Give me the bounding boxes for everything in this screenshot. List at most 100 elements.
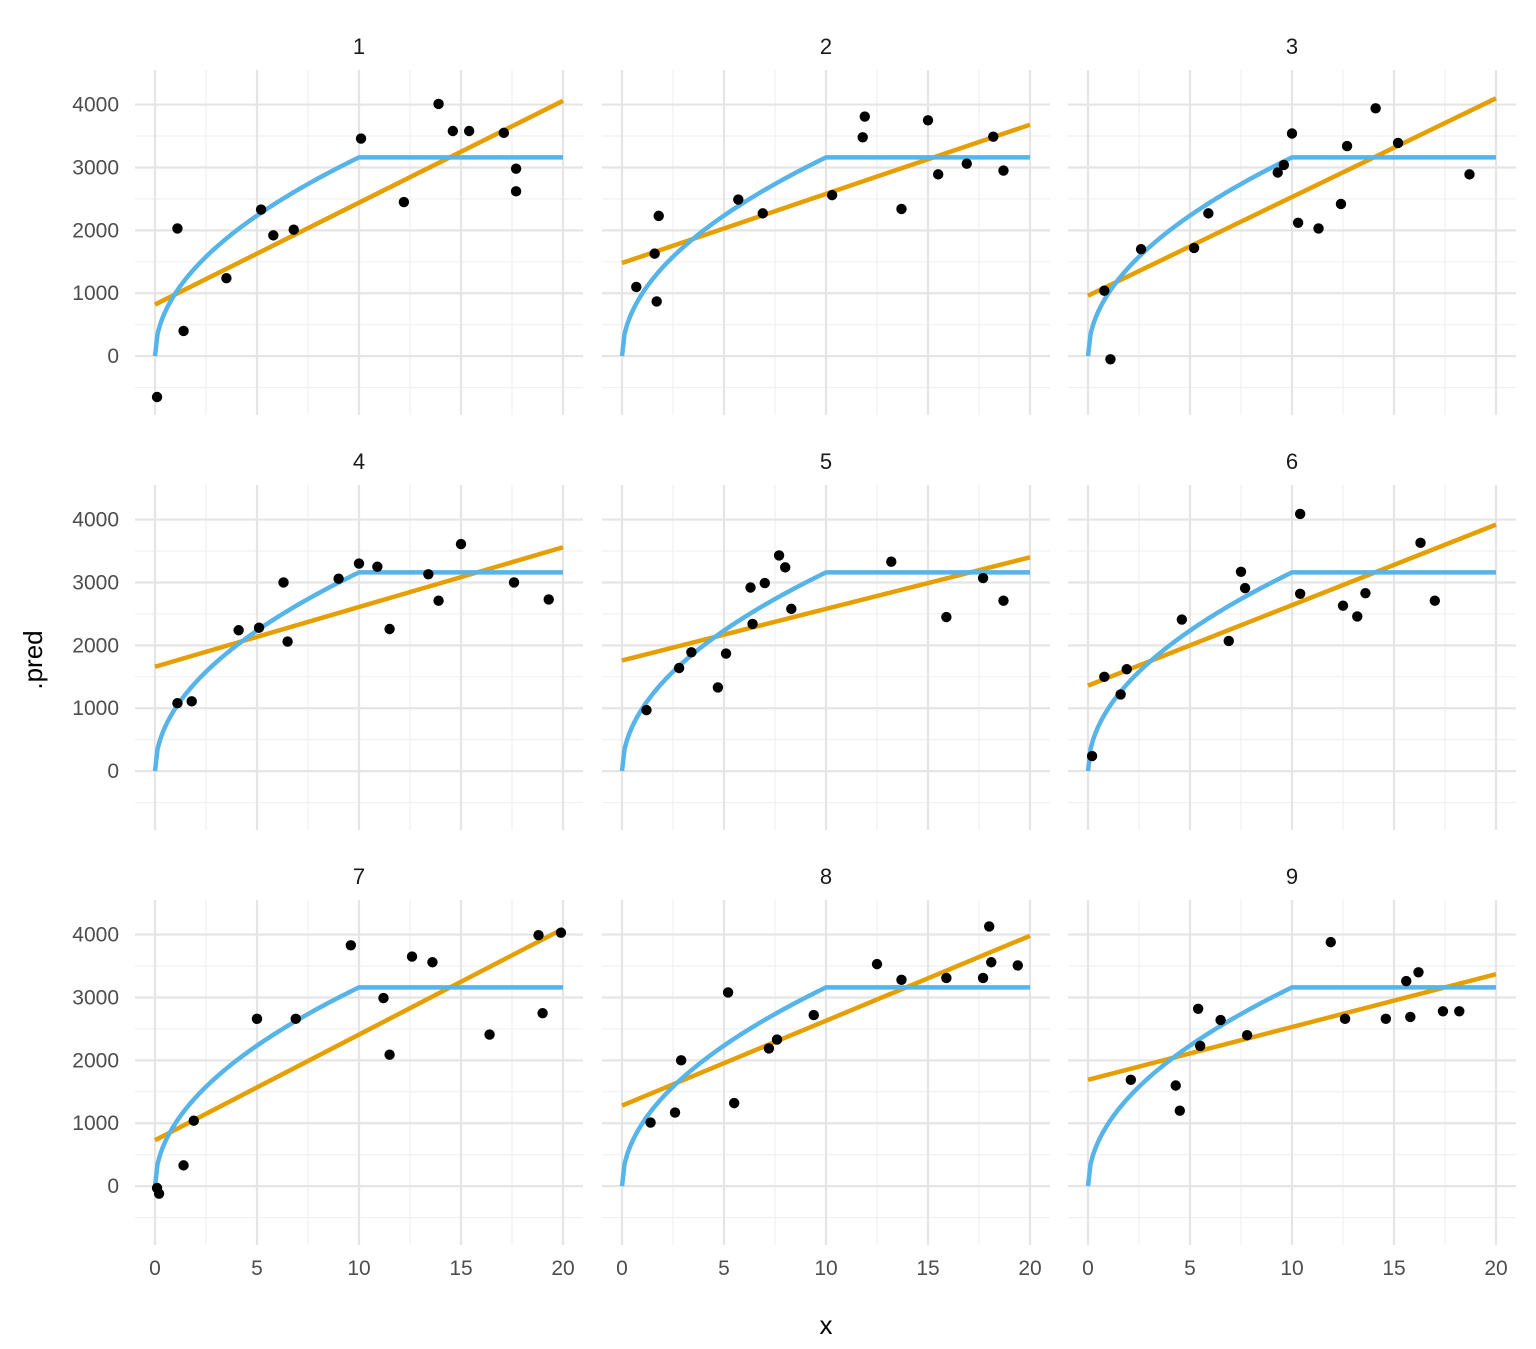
curve-fit-line	[619, 155, 1030, 357]
major-gridlines	[602, 900, 1050, 1245]
data-point	[1278, 159, 1290, 171]
data-point	[747, 618, 758, 630]
data-point	[406, 951, 418, 962]
data-point	[1012, 960, 1023, 971]
curve-fit-line	[152, 155, 563, 357]
data-point	[653, 210, 664, 222]
y-tick-label: 3000	[72, 156, 119, 179]
data-point	[1454, 1006, 1465, 1017]
x-tick-label: 15	[916, 1257, 939, 1280]
y-tick-label: 2000	[72, 1049, 119, 1072]
curve-fit-line	[1085, 985, 1496, 1187]
y-axis-title: .pred	[18, 630, 48, 689]
y-tick-label: 1000	[72, 697, 119, 720]
major-gridlines	[602, 485, 1050, 830]
data-point	[675, 1055, 687, 1066]
x-tick-label: 10	[1280, 1257, 1303, 1280]
data-point	[353, 558, 365, 569]
curve-fit-line	[1085, 155, 1496, 357]
data-point	[1176, 614, 1188, 625]
panel-9: 9 0 5 10 15 20	[1068, 864, 1516, 1280]
data-point	[268, 230, 279, 241]
data-point	[786, 603, 797, 615]
data-point	[941, 611, 952, 623]
data-point	[355, 133, 367, 144]
panel-8: 8 0 5 10 15 20	[602, 864, 1050, 1280]
data-point	[398, 196, 410, 208]
y-tick-label: 4000	[72, 924, 119, 947]
y-tick-label: 3000	[72, 986, 119, 1009]
x-tick-label: 10	[347, 1257, 370, 1280]
linear-fit-line	[153, 926, 565, 1143]
data-point	[1239, 582, 1251, 594]
data-point	[288, 224, 299, 235]
y-tick-label: 0	[107, 760, 119, 783]
curve-fit-line	[619, 985, 1030, 1187]
x-tick-label: 15	[1382, 1257, 1405, 1280]
data-point	[941, 972, 952, 984]
x-tick-label: 5	[251, 1257, 263, 1280]
data-point	[998, 165, 1009, 176]
data-point	[178, 325, 189, 337]
data-points	[645, 921, 1023, 1128]
data-point	[1170, 1080, 1181, 1091]
data-point	[498, 127, 510, 139]
data-point	[763, 1043, 775, 1054]
panel-title: 1	[353, 34, 365, 59]
data-point	[463, 125, 475, 137]
data-point	[333, 573, 344, 584]
x-tick-label: 10	[814, 1257, 837, 1280]
y-tick-label: 0	[107, 1175, 119, 1198]
data-point	[153, 1188, 165, 1199]
data-point	[1086, 750, 1098, 762]
data-point	[1135, 244, 1147, 255]
data-point	[720, 648, 732, 659]
data-point	[933, 169, 944, 180]
data-point	[1401, 975, 1412, 987]
data-point	[1203, 208, 1214, 219]
major-gridlines	[602, 70, 1050, 415]
y-tick-label: 3000	[72, 571, 119, 594]
y-tick-label: 1000	[72, 282, 119, 305]
data-point	[961, 158, 972, 169]
data-point	[922, 115, 934, 126]
data-point	[533, 930, 544, 941]
data-point	[998, 595, 1009, 606]
data-point	[1286, 128, 1298, 139]
data-point	[251, 1013, 263, 1025]
curve-fit-line	[1085, 570, 1496, 772]
data-point	[771, 1034, 783, 1045]
data-point	[1241, 1029, 1253, 1041]
panel-title: 3	[1286, 34, 1298, 59]
data-point	[1188, 242, 1200, 254]
data-point	[1341, 140, 1353, 152]
data-point	[871, 958, 883, 970]
data-point	[1125, 1074, 1137, 1086]
data-point	[188, 1115, 199, 1126]
data-points	[631, 111, 1009, 307]
data-point	[759, 577, 770, 589]
data-point	[984, 921, 995, 932]
data-points	[641, 550, 1009, 716]
data-point	[543, 594, 554, 605]
data-point	[886, 556, 897, 567]
major-gridlines	[1068, 485, 1516, 830]
data-point	[1360, 587, 1371, 599]
data-point	[722, 987, 734, 998]
data-point	[631, 281, 642, 293]
data-point	[986, 957, 997, 968]
data-point	[384, 1049, 395, 1060]
data-points	[1099, 103, 1475, 365]
data-point	[221, 272, 232, 284]
data-point	[1223, 635, 1234, 647]
data-point	[253, 622, 265, 633]
panel-title: 8	[820, 864, 832, 889]
data-point	[1294, 588, 1306, 599]
data-point	[1215, 1014, 1226, 1026]
x-tick-label: 0	[149, 1257, 161, 1280]
data-point	[1415, 537, 1426, 549]
data-point	[1413, 967, 1424, 978]
data-point	[1174, 1105, 1186, 1116]
x-tick-label: 5	[1184, 1257, 1196, 1280]
